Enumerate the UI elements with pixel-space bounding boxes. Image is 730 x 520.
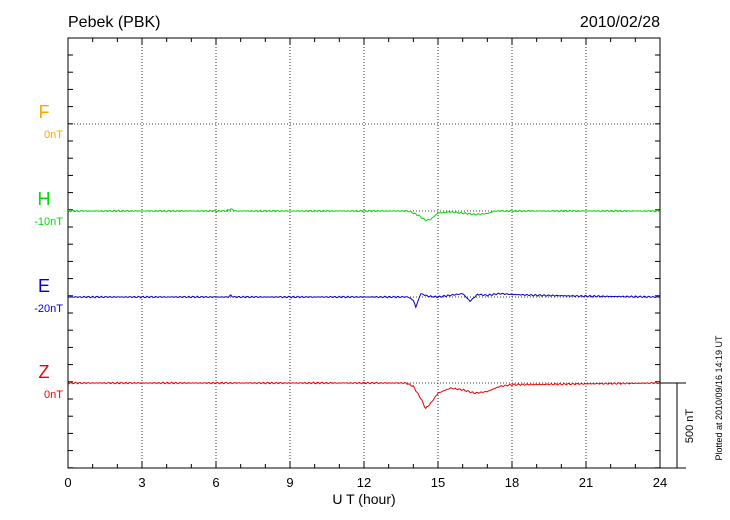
series-offset-E: -20nT bbox=[34, 303, 63, 315]
series-line-E bbox=[67, 292, 661, 309]
plot-frame bbox=[67, 37, 661, 469]
scale-bar: 500 nT bbox=[660, 382, 696, 469]
x-tick-label-12: 12 bbox=[357, 475, 371, 490]
x-tick-label-18: 18 bbox=[505, 475, 519, 490]
series-name-E: E bbox=[38, 276, 50, 296]
series-name-H: H bbox=[38, 189, 51, 209]
series-line-Z bbox=[67, 381, 661, 410]
plotted-timestamp: Plotted at 2010/09/16 14:19 UT bbox=[714, 335, 724, 461]
x-tick-label-0: 0 bbox=[64, 475, 71, 490]
series-offset-H: -10nT bbox=[34, 216, 63, 228]
station-title: Pebek (PBK) bbox=[68, 14, 160, 31]
grid-lines bbox=[68, 38, 660, 468]
series-line-H bbox=[67, 208, 661, 222]
series-layer bbox=[67, 208, 661, 410]
x-tick-label-6: 6 bbox=[212, 475, 219, 490]
series-offset-Z: 0nT bbox=[44, 389, 63, 401]
x-axis-label: U T (hour) bbox=[332, 491, 395, 507]
scale-bar-label: 500 nT bbox=[684, 409, 696, 444]
series-name-F: F bbox=[39, 102, 50, 122]
x-tick-label-9: 9 bbox=[286, 475, 293, 490]
x-tick-label-24: 24 bbox=[653, 475, 667, 490]
series-name-Z: Z bbox=[39, 362, 50, 382]
series-offset-F: 0nT bbox=[44, 129, 63, 141]
x-tick-label-3: 3 bbox=[138, 475, 145, 490]
plot-date: 2010/02/28 bbox=[580, 14, 660, 31]
series-labels: F 0nT H -10nT E -20nT Z 0nT bbox=[34, 102, 63, 401]
axis-ticks: 0 3 6 9 12 15 18 21 24 bbox=[64, 38, 667, 490]
x-tick-label-21: 21 bbox=[579, 475, 593, 490]
x-tick-label-15: 15 bbox=[431, 475, 445, 490]
